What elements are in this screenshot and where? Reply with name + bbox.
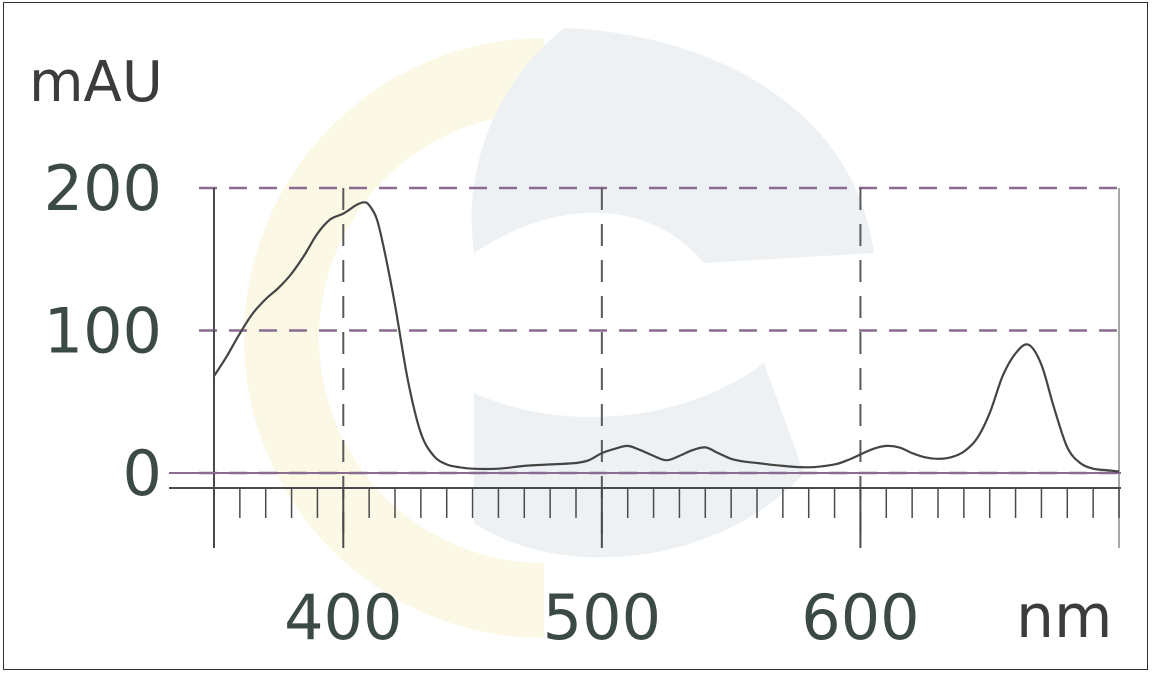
series-layer <box>213 201 1120 473</box>
x-tick-label-400: 400 <box>284 581 402 654</box>
y-tick-label-0: 0 <box>123 437 162 510</box>
x-tick-label-600: 600 <box>801 581 919 654</box>
y-tick-label-200: 200 <box>44 152 162 225</box>
y-axis-label: mAU <box>29 50 163 115</box>
x-axis-unit-label: nm <box>1016 582 1112 652</box>
y-tick-label-100: 100 <box>44 295 162 368</box>
watermark-logo <box>244 28 874 638</box>
x-tick-label-500: 500 <box>543 581 661 654</box>
axes <box>169 188 1121 548</box>
spectrum-chart: mAU nm 400 500 600 0 100 200 <box>29 28 1121 654</box>
series-line-0 <box>213 201 1120 473</box>
chart-frame: mAU nm 400 500 600 0 100 200 <box>3 2 1148 670</box>
